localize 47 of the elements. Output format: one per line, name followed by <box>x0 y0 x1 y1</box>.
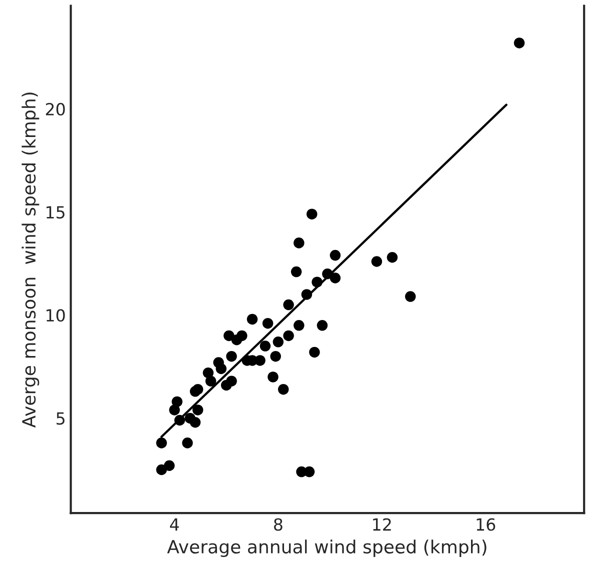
x-tick-label: 8 <box>274 518 282 531</box>
point <box>330 250 341 261</box>
x-axis-title: Average annual wind speed (kmph) <box>167 540 486 558</box>
point <box>386 252 398 263</box>
point <box>268 372 278 382</box>
point <box>236 330 248 342</box>
point <box>205 376 216 386</box>
point <box>316 320 328 331</box>
point <box>246 314 258 325</box>
point <box>270 350 281 362</box>
point <box>371 256 382 267</box>
point <box>190 416 201 428</box>
y-tick-label: 10 <box>46 309 65 322</box>
point <box>330 272 341 284</box>
point <box>306 208 318 220</box>
point <box>164 460 175 471</box>
point <box>254 355 266 366</box>
point <box>514 38 525 48</box>
y-tick-label: 15 <box>46 206 64 219</box>
point <box>192 404 204 416</box>
point <box>294 238 304 248</box>
point <box>216 363 227 374</box>
point <box>262 318 274 329</box>
point <box>278 384 289 395</box>
point <box>294 320 304 331</box>
point <box>283 330 294 342</box>
point <box>283 299 294 310</box>
point <box>260 340 271 352</box>
y-axis-title: Averge monsoon wind speed (kmph) <box>22 92 40 428</box>
point <box>156 438 167 448</box>
point <box>272 336 284 348</box>
point <box>224 330 234 342</box>
point <box>226 350 237 362</box>
point <box>304 466 315 478</box>
x-tick-label: 4 <box>170 518 179 531</box>
point <box>226 376 237 386</box>
x-tick-label: 16 <box>476 518 496 531</box>
point <box>405 291 416 302</box>
point <box>182 438 193 448</box>
point <box>290 266 302 278</box>
y-tick-label: 5 <box>56 412 64 425</box>
point <box>156 464 167 476</box>
point <box>309 346 320 358</box>
x-tick-label: 12 <box>373 518 391 531</box>
point <box>169 404 180 416</box>
y-tick-label: 20 <box>46 102 65 116</box>
point <box>192 384 204 395</box>
